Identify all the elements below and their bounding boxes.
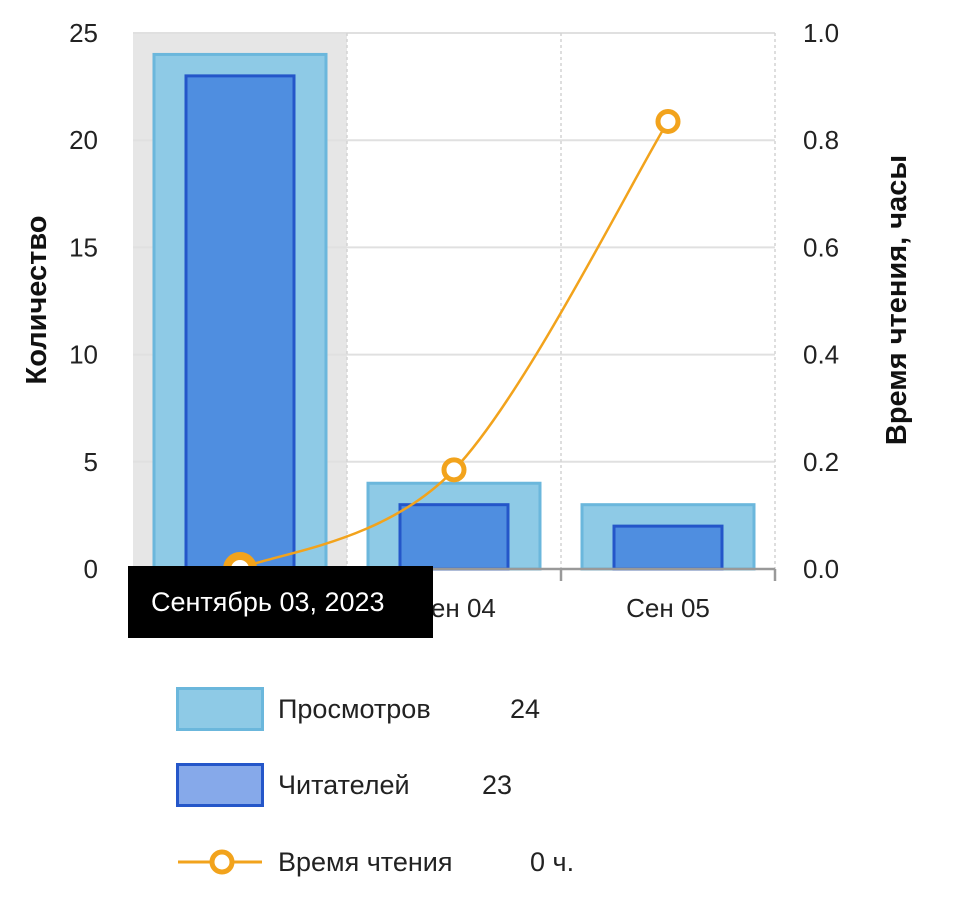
legend-swatch-views xyxy=(176,687,264,731)
line-reading-time xyxy=(239,120,670,571)
legend-line-marker-icon xyxy=(178,849,262,875)
y-right-tick-0-4: 0.4 xyxy=(803,340,839,370)
legend-item-readers[interactable]: Читателей 23 xyxy=(176,761,512,809)
legend-value-views: 24 xyxy=(510,693,541,724)
tooltip-text: Сентябрь 03, 2023 xyxy=(151,587,385,617)
legend-item-reading-time[interactable]: Время чтения 0 ч. xyxy=(176,838,574,886)
y-right-tick-0-0: 0.0 xyxy=(803,554,839,584)
legend-label-views: Просмотров xyxy=(278,693,431,724)
y-right-tick-1-0: 1.0 xyxy=(803,18,839,48)
y-left-tick-5: 5 xyxy=(84,447,98,477)
y-right-tick-0-8: 0.8 xyxy=(803,125,839,155)
y-left-tick-25: 25 xyxy=(69,18,98,48)
legend-label-readers: Читателей xyxy=(278,769,410,800)
bar-readers-1 xyxy=(184,74,296,571)
point-reading-time-2 xyxy=(441,457,467,483)
legend-value-readers: 23 xyxy=(482,769,513,800)
y-left-tick-10: 10 xyxy=(69,340,98,370)
y-right-tick-0-6: 0.6 xyxy=(803,232,839,262)
legend-item-views[interactable]: Просмотров 24 xyxy=(176,685,540,733)
bars-group xyxy=(152,52,756,571)
legend-label-reading-time: Время чтения xyxy=(278,846,453,877)
tooltip-box xyxy=(128,566,433,638)
legend-value-reading-time: 0 ч. xyxy=(530,846,575,877)
x-tick-3: Сен 05 xyxy=(626,593,710,623)
y-left-tick-15: 15 xyxy=(69,232,98,262)
bar-readers-3 xyxy=(612,524,724,571)
point-reading-time-3 xyxy=(655,108,681,134)
tooltip: Сентябрь 03, 2023 xyxy=(128,566,433,638)
y-axis-right-title: Время чтения, часы xyxy=(881,155,913,445)
legend-swatch-readers xyxy=(176,763,264,807)
y-left-tick-20: 20 xyxy=(69,125,98,155)
y-right-tick-0-2: 0.2 xyxy=(803,447,839,477)
bar-readers-2 xyxy=(398,503,510,571)
y-axis-left-title: Количество xyxy=(21,215,53,384)
y-left-tick-0: 0 xyxy=(84,554,98,584)
